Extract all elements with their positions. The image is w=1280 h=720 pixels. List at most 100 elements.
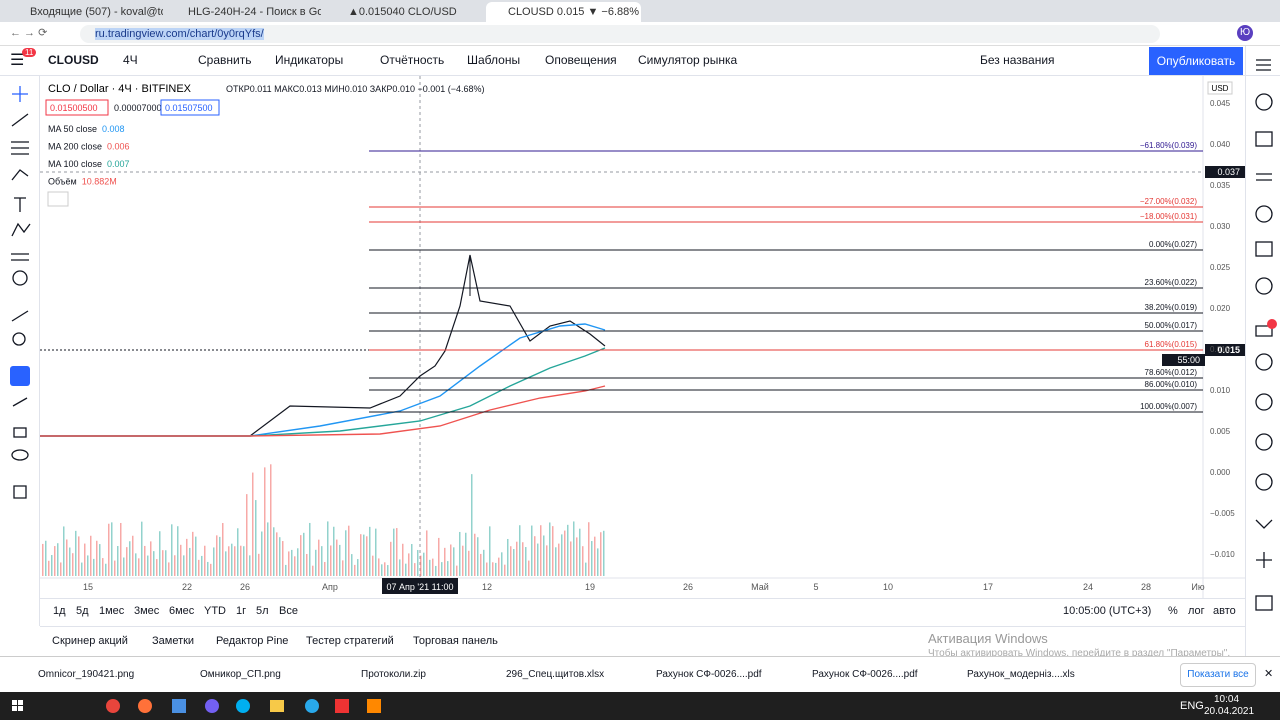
- toolbar-button[interactable]: Индикаторы: [275, 53, 344, 67]
- panel-tab[interactable]: Торговая панель: [413, 635, 498, 647]
- volume-bar: [399, 559, 401, 576]
- range-button[interactable]: 1г: [236, 605, 247, 617]
- toolbar-button[interactable]: Оповещения: [545, 53, 617, 67]
- volume-bar: [576, 537, 578, 576]
- download-file[interactable]: Omnicor_190421.png: [38, 669, 135, 680]
- volume-bar: [288, 551, 290, 576]
- range-button[interactable]: Все: [279, 605, 298, 617]
- volume-bar: [165, 550, 167, 576]
- range-button[interactable]: YTD: [204, 605, 226, 617]
- volume-bar: [381, 564, 383, 576]
- download-file[interactable]: Омникор_СП.png: [200, 669, 281, 680]
- volume-bar: [246, 494, 248, 576]
- toolbar-button[interactable]: Отчётность: [380, 53, 445, 67]
- browser-tab[interactable]: HLG-240H-24 - Поиск в Google: [188, 6, 321, 18]
- volume-bar: [339, 544, 341, 576]
- browser-tab[interactable]: ▲0.015040 CLO/USD: [348, 6, 457, 18]
- download-file[interactable]: Рахунок СФ-0026....pdf: [656, 669, 762, 680]
- drawing-toolbar: [0, 76, 40, 626]
- panel-tab[interactable]: Редактор Pine: [216, 635, 289, 647]
- range-button[interactable]: 5л: [256, 605, 269, 617]
- volume-bar: [84, 543, 86, 576]
- collapse-legend[interactable]: [47, 191, 69, 207]
- volume-bar: [513, 549, 515, 576]
- layout-name[interactable]: Без названия: [980, 53, 1055, 67]
- indicator-name: Объём: [48, 177, 77, 187]
- download-file[interactable]: Протоколи.zip: [361, 669, 426, 680]
- show-all[interactable]: Показати все: [1180, 663, 1256, 687]
- scale-option[interactable]: авто: [1213, 605, 1236, 617]
- volume-bar: [240, 545, 242, 576]
- time: 10:04: [1214, 694, 1240, 705]
- scale-option[interactable]: %: [1168, 605, 1178, 617]
- volume-bar: [561, 534, 563, 576]
- volume-bar: [531, 525, 533, 576]
- taskbar: ENG 10:04 20.04.2021: [0, 692, 1280, 720]
- browser-tab[interactable]: CLOUSD 0.015 ▼ −6.88% Без на...: [486, 2, 641, 22]
- url-field[interactable]: ru.tradingview.com/chart/0y0rqYfs/: [80, 25, 1160, 43]
- volume-bar: [369, 526, 371, 576]
- tool-icons: [10, 86, 31, 499]
- price-label: 0.040: [1210, 140, 1231, 149]
- volume-bar: [186, 538, 188, 576]
- volume-bar: [285, 564, 287, 576]
- volume-bar: [453, 547, 455, 576]
- volume-bar: [270, 464, 272, 576]
- download-file[interactable]: Рахунок_модерніз....xls: [967, 669, 1075, 680]
- volume-bar: [534, 536, 536, 576]
- volume-bar: [516, 541, 518, 576]
- price-label: 0.000: [1210, 468, 1231, 477]
- range-button[interactable]: 6мес: [169, 605, 195, 617]
- range-button[interactable]: 5д: [76, 605, 89, 617]
- volume-bar: [81, 562, 83, 576]
- volume-bar: [603, 530, 605, 576]
- profile[interactable]: Ю: [1237, 25, 1253, 41]
- countdown-bg: [1162, 354, 1205, 366]
- volume-bar: [159, 531, 161, 576]
- ma100: [40, 347, 606, 437]
- volume-bar: [564, 530, 566, 576]
- panel-tab[interactable]: Заметки: [152, 635, 195, 647]
- volume-bar: [324, 561, 326, 576]
- nav-buttons[interactable]: ← → ⟳: [10, 27, 48, 39]
- panel-tab[interactable]: Тестер стратегий: [306, 635, 394, 647]
- price-label: 0.030: [1210, 222, 1231, 231]
- volume-bar: [423, 552, 425, 576]
- publish-button[interactable]: Опубликовать: [1149, 47, 1243, 75]
- volume-bar: [489, 526, 491, 576]
- volume-bar: [525, 547, 527, 576]
- symbol[interactable]: CLOUSD: [48, 53, 99, 67]
- menu[interactable]: ☰: [10, 52, 25, 69]
- volume-bar: [219, 536, 221, 576]
- time-label: Май: [751, 582, 769, 592]
- toolbar-button[interactable]: Сравнить: [198, 53, 252, 67]
- panel-tab[interactable]: Скринер акций: [52, 635, 128, 647]
- scale-option[interactable]: лог: [1188, 605, 1205, 617]
- interval[interactable]: 4Ч: [123, 53, 138, 67]
- volume-bar: [438, 537, 440, 576]
- volume-bar: [192, 531, 194, 576]
- quote: 0.01500500: [50, 103, 98, 113]
- volume-bar: [198, 559, 200, 576]
- range-button[interactable]: 1мес: [99, 605, 125, 617]
- download-file[interactable]: Рахунок СФ-0026....pdf: [812, 669, 918, 680]
- close-downloads[interactable]: ✕: [1264, 668, 1274, 680]
- taskbar-icons: [12, 699, 381, 713]
- range-button[interactable]: 1д: [53, 605, 66, 617]
- volume-bar: [351, 554, 353, 576]
- volume-bar: [72, 553, 74, 576]
- price-label: −0.005: [1210, 509, 1235, 518]
- toolbar-button[interactable]: Симулятор рынка: [638, 53, 738, 67]
- browser-tabs: Входящие (507) - koval@totalsec HLG-240H-…: [0, 0, 1280, 22]
- toolbar-button[interactable]: Шаблоны: [467, 53, 521, 67]
- volume-bar: [180, 544, 182, 576]
- price-label: 0.020: [1210, 304, 1231, 313]
- lang[interactable]: ENG: [1180, 700, 1204, 712]
- currency: USD: [1212, 84, 1229, 93]
- download-file[interactable]: 296_Спец.щитов.xlsx: [506, 669, 605, 680]
- volume-bar: [528, 560, 530, 576]
- volume-bar: [201, 555, 203, 576]
- volume-bar: [78, 536, 80, 576]
- range-button[interactable]: 3мес: [134, 605, 160, 617]
- browser-tab[interactable]: Входящие (507) - koval@totalsec: [30, 6, 163, 18]
